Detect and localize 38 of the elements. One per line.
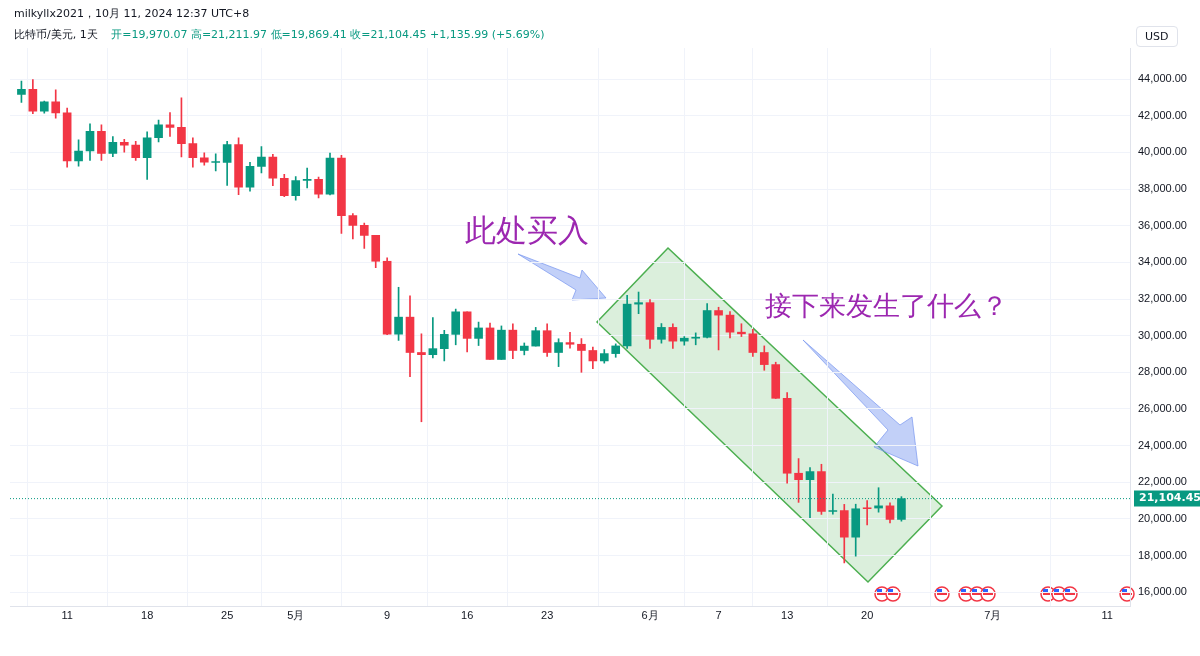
x-tick-label: 6月 xyxy=(641,609,659,622)
text: USD xyxy=(1136,26,1178,47)
x-tick-label: 5月 xyxy=(287,609,305,622)
y-tick-label: 32,000.00 xyxy=(1138,292,1187,305)
candlestick xyxy=(691,332,701,346)
x-tick-label: 9 xyxy=(384,609,391,622)
x-tick-label: 16 xyxy=(461,609,474,622)
annotation: 接下来发生了什么？ xyxy=(765,289,1008,323)
y-tick-label: 40,000.00 xyxy=(1138,145,1187,158)
x-tick-label: 11 xyxy=(61,609,73,622)
x-tick-label: 25 xyxy=(221,609,234,622)
ref-line-label: 21,104.45 xyxy=(1139,491,1200,505)
x-tick-label: 20 xyxy=(861,609,874,622)
y-tick-label: 30,000.00 xyxy=(1138,328,1187,341)
x-tick-label: 7 xyxy=(715,609,722,622)
candlestick xyxy=(565,332,575,349)
candlestick xyxy=(211,153,221,172)
y-tick-label: 22,000.00 xyxy=(1138,475,1187,488)
y-tick-label: 44,000.00 xyxy=(1138,72,1187,85)
x-tick-label: 23 xyxy=(541,609,554,622)
x-tick-label: 11 xyxy=(1101,609,1113,622)
annotation: 此处买入 xyxy=(465,211,589,250)
y-tick-label: 20,000.00 xyxy=(1138,511,1187,524)
chart-title: 比特币/美元, 1天 xyxy=(14,28,98,41)
x-tick-label: 18 xyxy=(141,609,154,622)
text: milkyllx2021，10月 11, 2024 12:37 UTC+8 xyxy=(14,6,250,21)
y-tick-label: 16,000.00 xyxy=(1138,585,1187,598)
y-tick-label: 26,000.00 xyxy=(1138,401,1187,414)
y-tick-label: 34,000.00 xyxy=(1138,255,1187,268)
y-tick-label: 24,000.00 xyxy=(1138,438,1187,451)
y-tick-label: 28,000.00 xyxy=(1138,365,1187,378)
x-tick-label: 7月 xyxy=(984,609,1002,622)
x-tick-label: 13 xyxy=(781,609,794,622)
y-tick-label: 18,000.00 xyxy=(1138,548,1187,561)
y-tick-label: 42,000.00 xyxy=(1138,108,1187,121)
y-tick-label: 36,000.00 xyxy=(1138,218,1187,231)
y-tick-label: 38,000.00 xyxy=(1138,182,1187,195)
chart-subtitle: 开=19,970.07 高=21,211.97 低=19,869.41 收=21,104.45 +1,135.99 (+5.69%) xyxy=(110,28,545,41)
